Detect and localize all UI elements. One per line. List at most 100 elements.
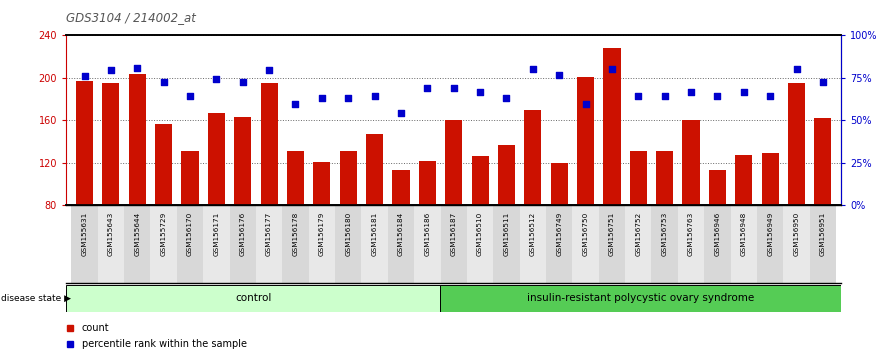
Text: GSM156512: GSM156512: [529, 212, 536, 256]
Point: [605, 67, 619, 72]
Bar: [340, 151, 357, 205]
Point: [473, 89, 487, 95]
Bar: [388, 205, 414, 283]
Text: GSM156177: GSM156177: [266, 212, 272, 256]
Bar: [282, 205, 308, 283]
Bar: [736, 155, 752, 205]
Bar: [677, 205, 704, 283]
Point: [78, 73, 92, 79]
Bar: [520, 205, 546, 283]
Bar: [151, 205, 177, 283]
Point: [657, 93, 671, 99]
Point: [526, 67, 540, 72]
Bar: [630, 151, 647, 205]
Text: GSM156510: GSM156510: [478, 212, 483, 256]
Point: [816, 79, 830, 85]
Bar: [551, 163, 567, 205]
Text: GSM156511: GSM156511: [503, 212, 509, 256]
Text: count: count: [82, 322, 109, 332]
Text: GSM156179: GSM156179: [319, 212, 325, 256]
Text: GSM156180: GSM156180: [345, 212, 352, 256]
Bar: [155, 124, 172, 205]
Bar: [208, 113, 225, 205]
Bar: [261, 83, 278, 205]
Bar: [308, 205, 335, 283]
Text: GSM156750: GSM156750: [582, 212, 589, 256]
Text: GSM156751: GSM156751: [609, 212, 615, 256]
Bar: [361, 205, 388, 283]
Text: GSM155643: GSM155643: [107, 212, 114, 256]
Bar: [546, 205, 573, 283]
Text: GSM156948: GSM156948: [741, 212, 747, 256]
Bar: [471, 156, 489, 205]
Point: [157, 79, 171, 85]
Bar: [810, 205, 836, 283]
Bar: [709, 170, 726, 205]
Bar: [181, 151, 198, 205]
Bar: [573, 205, 599, 283]
Text: GSM156181: GSM156181: [372, 212, 378, 256]
Bar: [230, 205, 256, 283]
Bar: [524, 110, 542, 205]
Bar: [71, 205, 98, 283]
Bar: [493, 205, 520, 283]
Point: [236, 79, 250, 85]
Bar: [626, 205, 651, 283]
Text: percentile rank within the sample: percentile rank within the sample: [82, 339, 247, 349]
Point: [710, 93, 724, 99]
Bar: [314, 162, 330, 205]
Bar: [204, 205, 230, 283]
Point: [420, 86, 434, 91]
Bar: [335, 205, 361, 283]
Bar: [683, 120, 700, 205]
Bar: [256, 205, 282, 283]
Text: GDS3104 / 214002_at: GDS3104 / 214002_at: [66, 11, 196, 24]
Text: GSM155644: GSM155644: [134, 212, 140, 256]
Point: [130, 65, 144, 71]
Point: [632, 93, 646, 99]
Point: [500, 95, 514, 101]
Text: GSM156186: GSM156186: [425, 212, 430, 256]
Text: insulin-resistant polycystic ovary syndrome: insulin-resistant polycystic ovary syndr…: [527, 293, 754, 303]
Text: GSM156170: GSM156170: [187, 212, 193, 256]
Bar: [66, 285, 440, 312]
Bar: [783, 205, 810, 283]
Bar: [704, 205, 730, 283]
Bar: [730, 205, 757, 283]
Bar: [366, 134, 383, 205]
Bar: [498, 145, 515, 205]
Bar: [603, 48, 620, 205]
Bar: [102, 83, 120, 205]
Text: GSM156951: GSM156951: [820, 212, 825, 256]
Bar: [656, 151, 673, 205]
Point: [789, 67, 803, 72]
Point: [262, 68, 276, 73]
Text: disease state ▶: disease state ▶: [1, 294, 70, 303]
Point: [447, 86, 461, 91]
Point: [210, 76, 224, 82]
Bar: [234, 117, 251, 205]
Text: GSM156949: GSM156949: [767, 212, 774, 256]
Point: [288, 102, 302, 107]
Text: GSM156171: GSM156171: [213, 212, 219, 256]
Bar: [651, 205, 677, 283]
Text: GSM156187: GSM156187: [451, 212, 456, 256]
Point: [367, 93, 381, 99]
Bar: [129, 74, 146, 205]
Text: GSM155729: GSM155729: [160, 212, 167, 256]
Text: GSM156763: GSM156763: [688, 212, 694, 256]
Text: control: control: [235, 293, 271, 303]
Bar: [392, 170, 410, 205]
Bar: [761, 153, 779, 205]
Bar: [788, 83, 805, 205]
Bar: [124, 205, 151, 283]
Text: GSM156178: GSM156178: [292, 212, 299, 256]
Text: GSM156749: GSM156749: [556, 212, 562, 256]
Bar: [814, 118, 832, 205]
Bar: [418, 161, 436, 205]
Text: GSM156752: GSM156752: [635, 212, 641, 256]
Text: GSM156950: GSM156950: [794, 212, 800, 256]
Text: GSM156753: GSM156753: [662, 212, 668, 256]
Bar: [98, 205, 124, 283]
Point: [737, 89, 751, 95]
